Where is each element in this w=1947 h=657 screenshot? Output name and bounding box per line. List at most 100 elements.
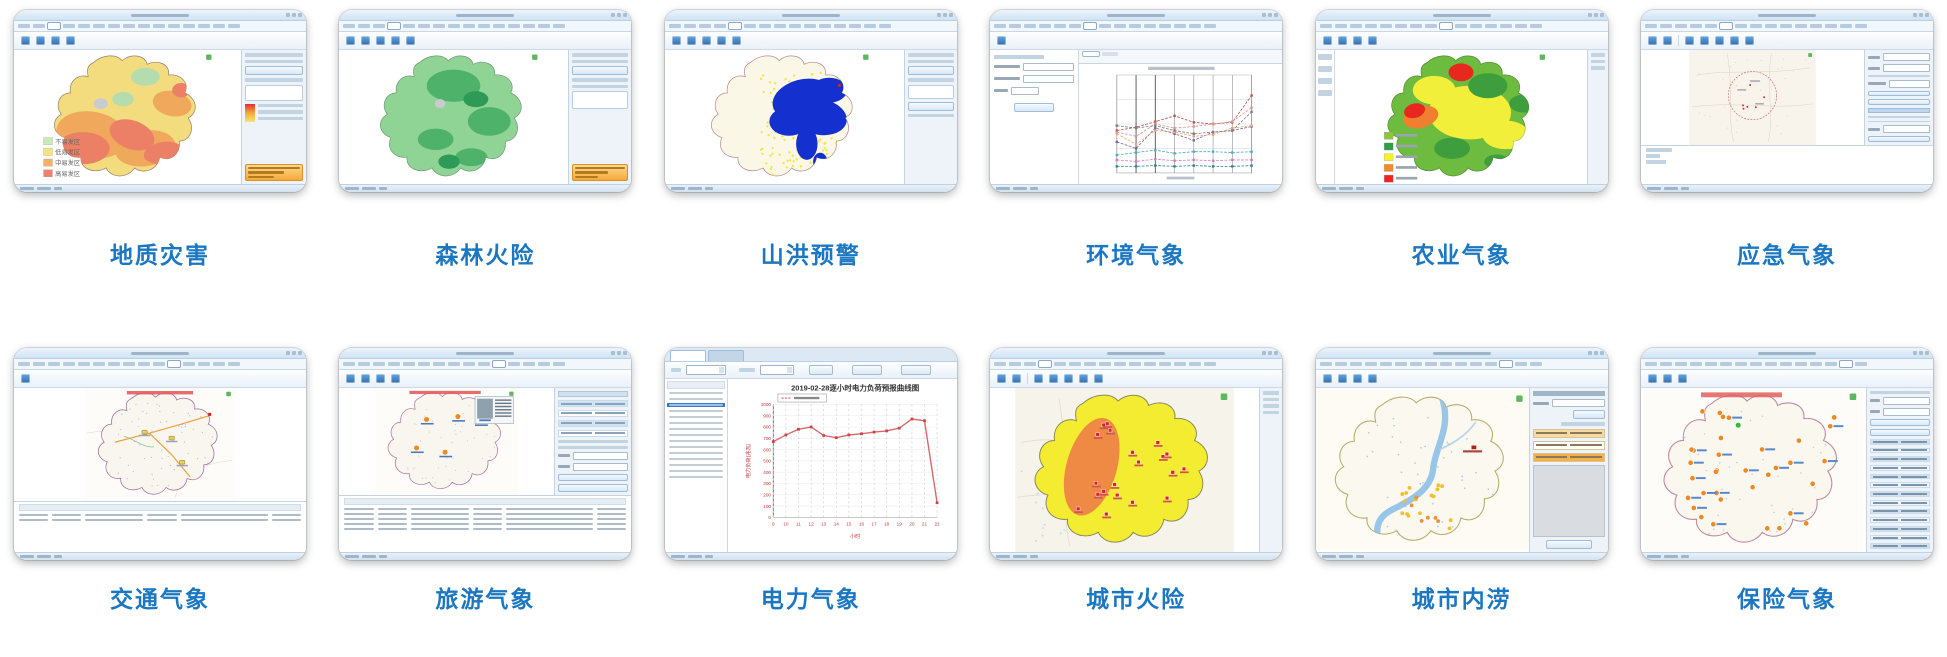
toolbar-icon[interactable] xyxy=(1744,36,1754,45)
menu-tab[interactable] xyxy=(358,24,371,28)
toolbar-icon[interactable] xyxy=(1662,36,1672,45)
menu-tab[interactable] xyxy=(553,362,566,366)
window-controls[interactable] xyxy=(1587,351,1604,355)
menu-tab[interactable] xyxy=(433,24,446,28)
menu-tab[interactable] xyxy=(358,362,371,366)
toolbar-icon[interactable] xyxy=(391,36,401,45)
stat-row[interactable] xyxy=(1869,508,1930,515)
window-toolbar[interactable] xyxy=(664,32,957,50)
window-toolbar[interactable] xyxy=(990,370,1283,388)
menu-tab[interactable] xyxy=(878,24,891,28)
menu-tab[interactable] xyxy=(1083,22,1098,30)
query-toolbar[interactable] xyxy=(664,362,957,379)
load-table-row[interactable] xyxy=(667,409,725,413)
menu-tab[interactable] xyxy=(1529,24,1542,28)
menu-tab[interactable] xyxy=(93,362,105,366)
layer-strip[interactable] xyxy=(1315,50,1335,184)
query-button[interactable] xyxy=(1869,418,1930,426)
menu-tab[interactable] xyxy=(168,24,180,28)
menu-tab[interactable] xyxy=(508,24,521,28)
menu-tab[interactable] xyxy=(93,24,105,28)
print-button[interactable] xyxy=(900,365,931,375)
window-controls[interactable] xyxy=(286,13,302,17)
map-canvas[interactable] xyxy=(339,388,554,495)
menu-tab[interactable] xyxy=(1484,24,1497,28)
menu-tab[interactable] xyxy=(1319,24,1332,28)
toolbar-icon[interactable] xyxy=(686,36,696,45)
map-canvas[interactable] xyxy=(990,388,1259,552)
panel-table-row[interactable] xyxy=(558,400,629,408)
menu-tab[interactable] xyxy=(1394,24,1407,28)
window-menu-tabs[interactable] xyxy=(339,21,632,32)
load-table-row[interactable] xyxy=(667,475,725,479)
load-table-row[interactable] xyxy=(667,427,725,431)
menu-tab[interactable] xyxy=(373,24,386,28)
menu-tab[interactable] xyxy=(1469,362,1482,366)
menu-tab[interactable] xyxy=(1854,362,1867,366)
menu-tab[interactable] xyxy=(1319,362,1332,366)
menu-tab[interactable] xyxy=(153,362,165,366)
stat-row[interactable] xyxy=(1869,456,1930,463)
menu-tab[interactable] xyxy=(1099,362,1112,366)
menu-tab[interactable] xyxy=(743,24,756,28)
toolbar-icon[interactable] xyxy=(1714,36,1724,45)
toolbar-icon[interactable] xyxy=(361,36,371,45)
toolbar-icon[interactable] xyxy=(1352,374,1362,383)
menu-tab[interactable] xyxy=(448,362,461,366)
menu-tab[interactable] xyxy=(1794,24,1807,28)
menu-tab[interactable] xyxy=(1514,24,1527,28)
form-row[interactable] xyxy=(994,86,1074,95)
menu-tab[interactable] xyxy=(1024,24,1037,28)
menu-tab[interactable] xyxy=(668,24,681,28)
map-canvas[interactable] xyxy=(1641,50,1864,145)
query-button[interactable] xyxy=(1014,102,1055,112)
menu-tab[interactable] xyxy=(1734,362,1747,366)
load-table-row[interactable] xyxy=(667,451,725,455)
menu-tab[interactable] xyxy=(1038,360,1053,368)
menu-tab[interactable] xyxy=(1129,24,1142,28)
result-row[interactable] xyxy=(1532,452,1605,462)
menu-tab[interactable] xyxy=(1069,24,1082,28)
window-toolbar[interactable] xyxy=(339,370,632,388)
menu-tab[interactable] xyxy=(1644,362,1657,366)
app-card-waterlog[interactable]: 城市内涝 xyxy=(1315,348,1608,614)
menu-tab[interactable] xyxy=(1749,362,1762,366)
app-card-cityfire[interactable]: 城市火险 xyxy=(990,348,1283,614)
menu-tab[interactable] xyxy=(1334,24,1347,28)
menu-tab[interactable] xyxy=(1454,362,1467,366)
window-controls[interactable] xyxy=(611,351,628,355)
panel-button[interactable] xyxy=(1545,540,1592,549)
window-menu-tabs[interactable] xyxy=(664,21,957,32)
menu-tab[interactable] xyxy=(1644,24,1657,28)
app-card-flood[interactable]: 山洪预警 xyxy=(664,10,957,270)
toolbar-icon[interactable] xyxy=(1684,36,1694,45)
map-canvas[interactable] xyxy=(1335,50,1587,184)
menu-tab[interactable] xyxy=(1024,362,1037,366)
menu-tab[interactable] xyxy=(1174,362,1187,366)
panel-table-row[interactable] xyxy=(558,419,629,427)
menu-tab[interactable] xyxy=(138,362,150,366)
toolbar-icon[interactable] xyxy=(36,36,45,45)
menu-tab[interactable] xyxy=(1484,362,1497,366)
load-table-row[interactable] xyxy=(667,439,725,443)
menu-tab[interactable] xyxy=(508,362,521,366)
panel-button[interactable] xyxy=(907,66,954,75)
toolbar-icon[interactable] xyxy=(376,374,386,383)
menu-tab[interactable] xyxy=(1719,362,1732,366)
window-menu-tabs[interactable] xyxy=(990,21,1283,32)
panel-button[interactable] xyxy=(558,473,629,482)
menu-tab[interactable] xyxy=(1144,24,1157,28)
menu-tab[interactable] xyxy=(1379,362,1392,366)
table-row[interactable] xyxy=(344,517,627,520)
menu-tab[interactable] xyxy=(1439,362,1452,366)
menu-tab[interactable] xyxy=(1659,24,1672,28)
menu-tab[interactable] xyxy=(1334,362,1347,366)
toolbar-icon[interactable] xyxy=(51,36,60,45)
app-card-env[interactable]: 环境气象 xyxy=(990,10,1283,270)
toolbar-icon[interactable] xyxy=(1337,36,1347,45)
stat-row[interactable] xyxy=(1869,534,1930,541)
load-table-row[interactable] xyxy=(667,433,725,437)
window-controls[interactable] xyxy=(286,351,302,355)
window-controls[interactable] xyxy=(1587,13,1604,17)
